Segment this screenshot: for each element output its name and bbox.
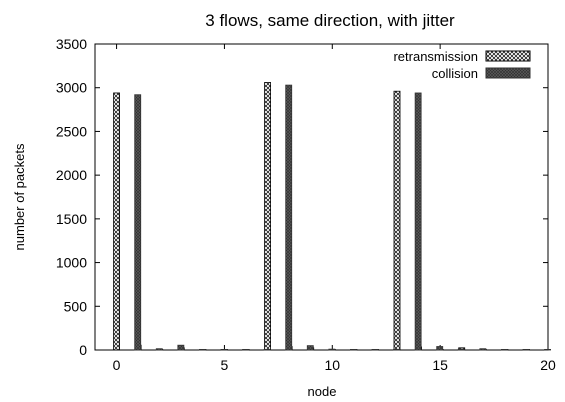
bar-collision-12 bbox=[393, 348, 400, 351]
y-tick-label: 3500 bbox=[56, 36, 87, 52]
legend-swatch-retransmission bbox=[485, 50, 531, 62]
x-axis: 0 5 10 15 20 bbox=[113, 44, 556, 373]
bar-collision-4 bbox=[220, 348, 228, 351]
bars bbox=[113, 82, 551, 351]
x-tick-label: 15 bbox=[432, 357, 448, 373]
x-tick-label: 20 bbox=[540, 357, 556, 373]
x-axis-label: node bbox=[308, 384, 337, 399]
y-axis: 0 500 1000 1500 2000 2500 3000 3500 bbox=[56, 36, 548, 358]
y-axis-label: number of packets bbox=[12, 143, 27, 250]
legend: retransmission collision bbox=[393, 49, 531, 81]
bar-collision-9 bbox=[328, 348, 336, 351]
legend-swatch-collision bbox=[485, 67, 531, 79]
bar-collision-3 bbox=[199, 348, 206, 351]
legend-label-collision: collision bbox=[432, 66, 478, 81]
x-tick-label: 0 bbox=[113, 357, 121, 373]
y-tick-label: 1000 bbox=[56, 255, 87, 271]
y-tick-label: 2500 bbox=[56, 123, 87, 139]
bar-collision-7 bbox=[285, 84, 293, 351]
y-tick-label: 500 bbox=[64, 298, 88, 314]
bar-retransmission-7 bbox=[264, 82, 271, 351]
bar-retransmission-13 bbox=[393, 90, 401, 351]
y-tick-label: 1500 bbox=[56, 211, 87, 227]
x-tick-label: 5 bbox=[221, 357, 229, 373]
bar-collision-2 bbox=[177, 344, 185, 351]
x-tick-label: 10 bbox=[324, 357, 340, 373]
bar-retransmission-0 bbox=[113, 92, 120, 351]
bar-collision-0 bbox=[134, 94, 142, 351]
bar-collision-16 bbox=[479, 348, 487, 351]
bar-collision-8 bbox=[306, 345, 314, 351]
legend-label-retransmission: retransmission bbox=[393, 49, 478, 64]
bar-collision-10 bbox=[350, 348, 357, 351]
bar-collision-13 bbox=[414, 92, 422, 351]
bar-collision-5 bbox=[242, 348, 249, 351]
bar-collision-1 bbox=[155, 348, 163, 351]
plot-frame bbox=[94, 43, 549, 351]
bar-collision-15 bbox=[457, 348, 465, 351]
y-tick-label: 0 bbox=[79, 342, 87, 358]
bar-collision-19 bbox=[544, 348, 551, 351]
bar-collision-17 bbox=[501, 348, 508, 351]
bar-collision-18 bbox=[522, 348, 530, 351]
y-tick-label: 3000 bbox=[56, 80, 87, 96]
bar-collision-11 bbox=[371, 348, 379, 351]
chart-title: 3 flows, same direction, with jitter bbox=[205, 11, 455, 30]
y-tick-label: 2000 bbox=[56, 167, 87, 183]
bar-collision-14 bbox=[436, 346, 444, 351]
bar-collision-6 bbox=[263, 348, 271, 351]
